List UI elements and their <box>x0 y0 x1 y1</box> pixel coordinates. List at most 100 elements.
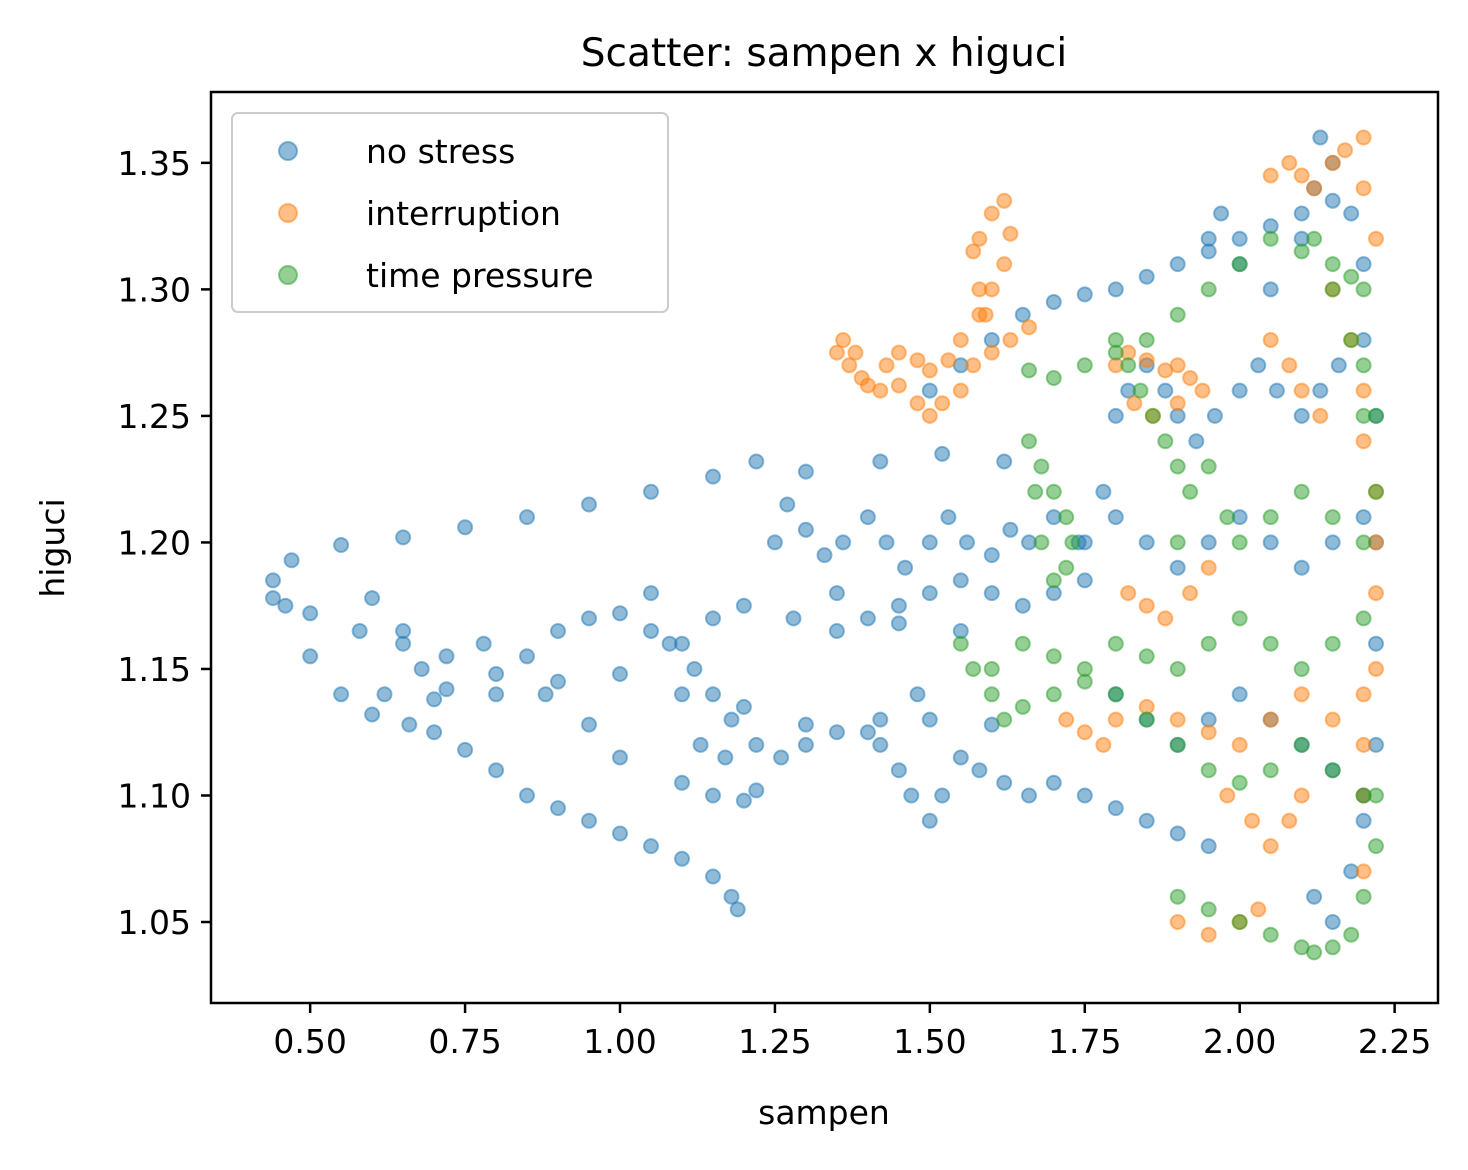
x-tick-label: 2.00 <box>1203 1022 1276 1061</box>
scatter-point <box>940 509 957 526</box>
scatter-point <box>661 635 678 652</box>
scatter-point <box>1138 332 1155 348</box>
scatter-point <box>797 736 814 753</box>
scatter-point <box>1107 509 1124 526</box>
scatter-point <box>1324 154 1341 171</box>
scatter-point <box>878 534 895 551</box>
y-tick-label: 1.20 <box>118 523 191 562</box>
scatter-point <box>1014 635 1031 652</box>
scatter-point <box>897 559 914 576</box>
scatter-point <box>1132 382 1149 399</box>
scatter-point <box>952 635 969 652</box>
scatter-point <box>1076 357 1093 374</box>
scatter-point <box>376 686 393 703</box>
scatter-point <box>1200 762 1217 779</box>
scatter-point <box>959 534 975 551</box>
scatter-point <box>1293 167 1310 184</box>
scatter-point <box>890 762 907 779</box>
scatter-point <box>965 661 982 677</box>
scatter-point <box>1169 914 1186 930</box>
scatter-point <box>1355 180 1372 197</box>
scatter-point <box>1157 382 1174 399</box>
scatter-point <box>779 496 796 513</box>
scatter-point <box>723 888 740 905</box>
scatter-point <box>643 585 659 602</box>
scatter-point <box>1262 635 1279 652</box>
scatter-point <box>1293 243 1310 260</box>
scatter-point <box>705 610 721 627</box>
scatter-point <box>1107 332 1124 348</box>
scatter-point <box>1355 736 1372 753</box>
scatter-point <box>1138 534 1155 551</box>
scatter-point <box>952 572 969 589</box>
y-tick-label: 1.15 <box>118 650 191 689</box>
scatter-point <box>1355 256 1372 273</box>
scatter-point <box>909 686 926 703</box>
y-tick-label: 1.35 <box>118 144 191 183</box>
scatter-point <box>1312 407 1329 424</box>
scatter-point <box>1182 585 1199 602</box>
scatter-point <box>1206 407 1223 424</box>
scatter-point <box>1368 838 1384 855</box>
scatter-point <box>748 453 765 470</box>
scatter-point <box>1169 711 1186 728</box>
scatter-point <box>996 453 1013 470</box>
scatter-point <box>1076 286 1093 303</box>
scatter-point <box>438 681 455 698</box>
scatter-point <box>519 787 535 804</box>
scatter-point <box>1306 944 1323 961</box>
scatter-point <box>612 749 628 766</box>
scatter-point <box>1262 509 1279 526</box>
scatter-point <box>1064 534 1081 551</box>
scatter-point <box>983 547 1000 564</box>
scatter-point <box>1002 332 1019 348</box>
scatter-point <box>1231 610 1248 627</box>
scatter-point <box>785 610 802 627</box>
scatter-point <box>1231 774 1248 791</box>
scatter-point <box>1324 914 1341 930</box>
scatter-point <box>996 192 1013 209</box>
scatter-point <box>828 344 845 361</box>
scatter-point <box>921 711 938 728</box>
x-axis: 0.50 0.75 1.00 1.25 1.50 1.75 2.00 2.25 <box>273 1003 1431 1061</box>
scatter-point <box>996 774 1013 791</box>
scatter-point <box>1355 686 1372 703</box>
scatter-point <box>519 509 535 526</box>
scatter-point <box>674 850 690 867</box>
scatter-point <box>847 344 864 361</box>
scatter-point <box>1281 357 1298 374</box>
scatter-point <box>1324 635 1341 652</box>
scatter-point <box>1355 812 1372 829</box>
scatter-point <box>1095 736 1112 753</box>
scatter-point <box>1343 268 1360 285</box>
scatter-point <box>1138 812 1155 829</box>
scatter-point <box>983 205 1000 222</box>
scatter-point <box>748 782 765 799</box>
y-tick-label: 1.05 <box>118 903 191 942</box>
scatter-point <box>859 724 876 741</box>
scatter-point <box>674 774 690 791</box>
scatter-point <box>940 352 957 369</box>
scatter-point <box>265 590 281 607</box>
scatter-point <box>1324 509 1341 526</box>
scatter-point <box>1200 724 1217 741</box>
scatter-point <box>1355 407 1372 424</box>
scatter-point <box>457 519 474 536</box>
scatter-point <box>859 509 876 526</box>
scatter-point <box>1076 787 1093 804</box>
scatter-point <box>1014 698 1031 715</box>
x-tick-label: 2.25 <box>1358 1022 1431 1061</box>
scatter-point <box>1231 914 1248 930</box>
scatter-point <box>1095 483 1112 500</box>
scatter-point <box>1014 306 1031 323</box>
scatter-point <box>797 463 814 480</box>
scatter-point <box>1306 888 1323 905</box>
scatter-point <box>1200 838 1217 855</box>
scatter-point <box>1293 736 1310 753</box>
scatter-point <box>581 716 597 733</box>
scatter-point <box>1120 357 1137 374</box>
scatter-point <box>488 686 505 703</box>
scatter-point <box>1355 433 1372 450</box>
scatter-point <box>475 635 492 652</box>
scatter-point <box>1107 407 1124 424</box>
